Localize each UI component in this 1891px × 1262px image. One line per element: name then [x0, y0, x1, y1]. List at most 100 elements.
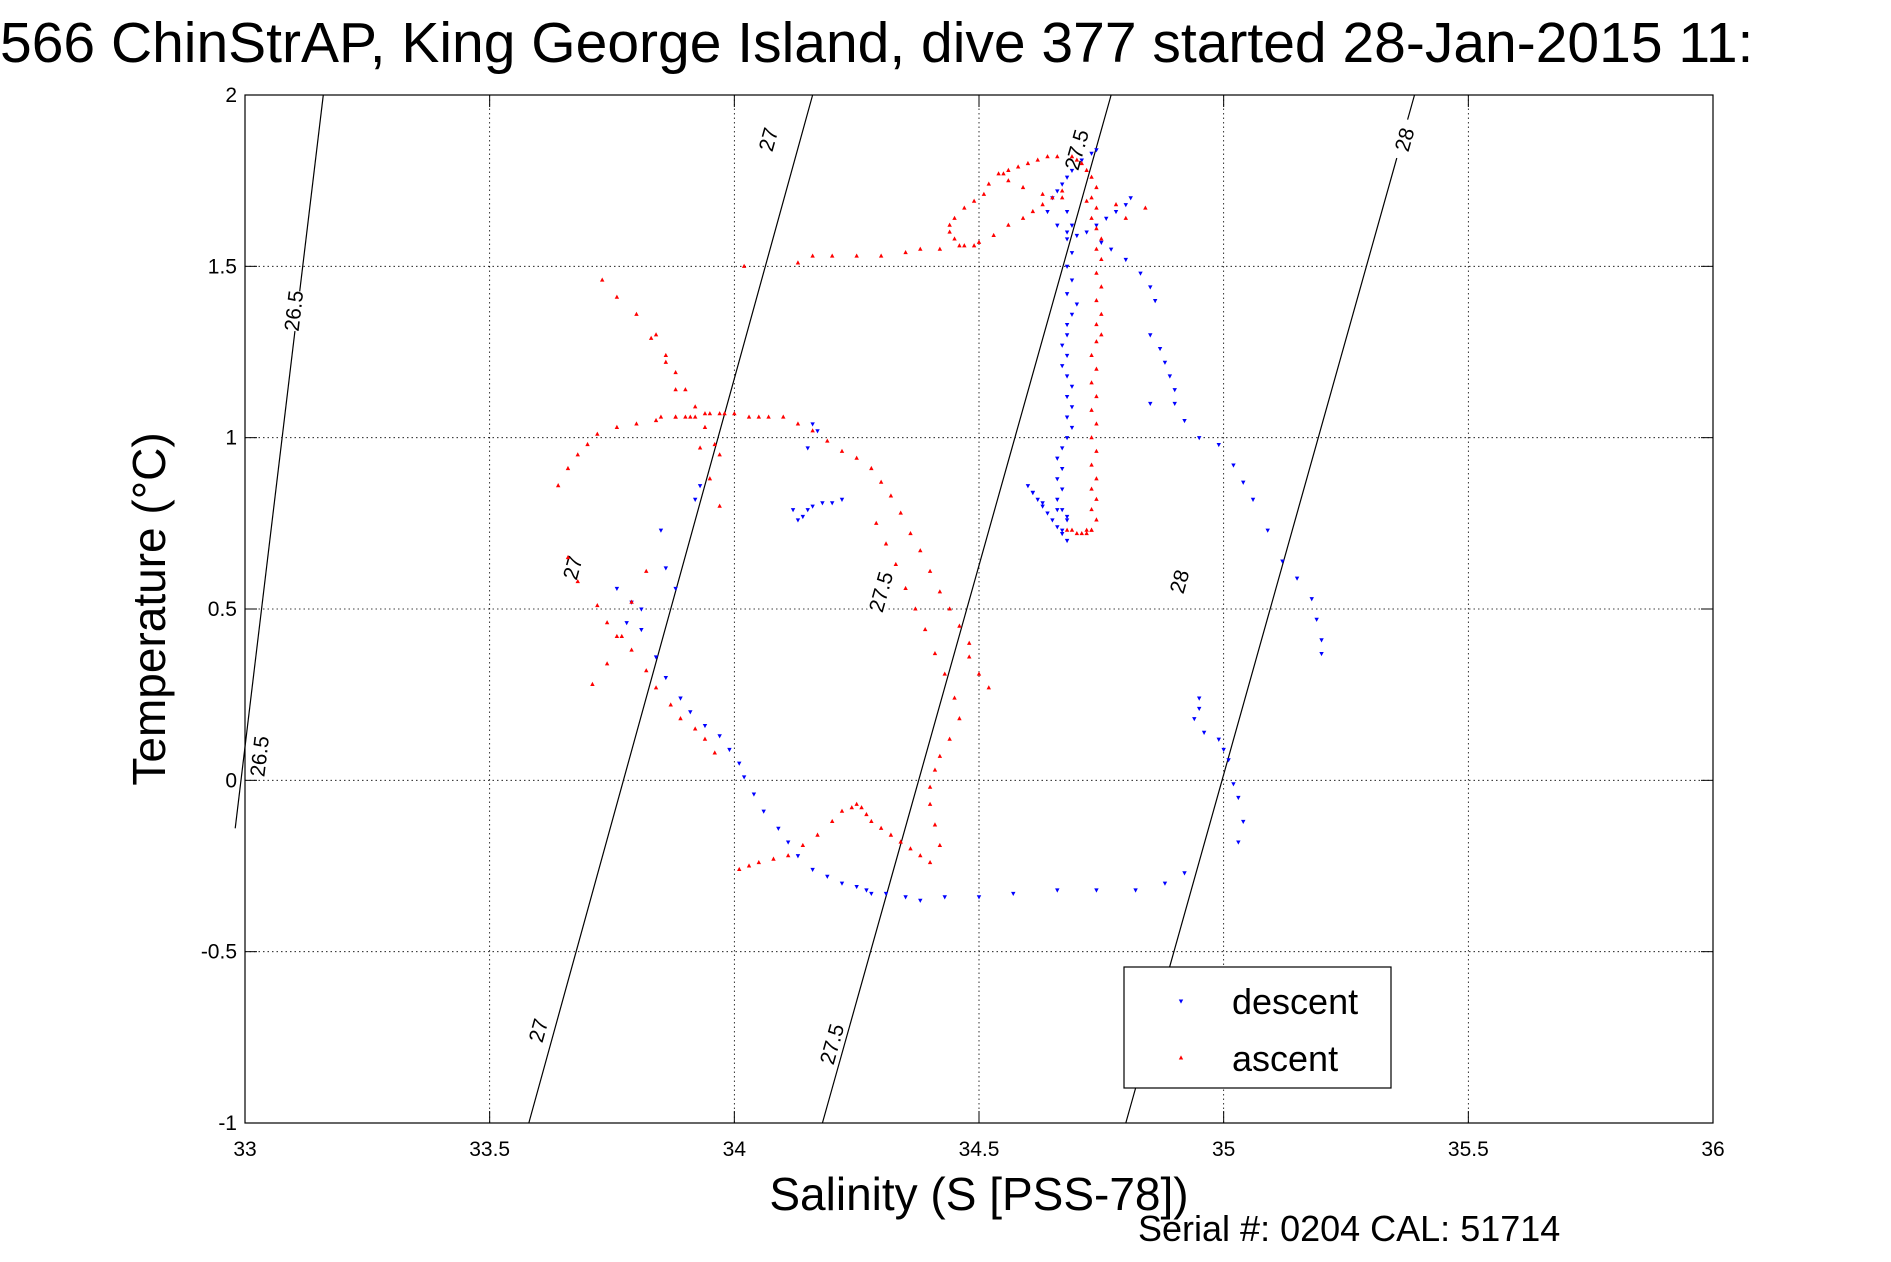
isopycnal-label-bg: [752, 117, 785, 162]
ascent-point: [1089, 507, 1094, 512]
isopycnal-label-bg: [246, 735, 273, 778]
descent-point: [810, 867, 815, 873]
ascent-point: [604, 661, 610, 666]
descent-point: [1055, 888, 1060, 893]
ascent-point: [653, 332, 659, 337]
ascent-point: [663, 352, 669, 357]
ascent-point: [653, 685, 659, 690]
ascent-point: [785, 853, 791, 858]
ascent-point: [869, 818, 874, 824]
ascent-point: [1099, 311, 1104, 316]
ascent-point: [1099, 284, 1104, 289]
descent-point: [883, 891, 889, 897]
x-tick-label: 35.5: [1448, 1138, 1489, 1161]
isopycnal-label-bg: [1388, 117, 1421, 162]
descent-point: [1079, 158, 1084, 163]
ascent-point: [1089, 195, 1094, 200]
descent-point: [1157, 347, 1163, 352]
ascent-point: [1089, 215, 1094, 220]
descent-point: [864, 888, 869, 893]
descent-point: [1069, 278, 1075, 283]
ascent-point: [810, 428, 815, 433]
descent-point: [1040, 504, 1045, 509]
ascent-point: [1094, 270, 1099, 275]
descent-point: [815, 429, 820, 434]
ascent-point: [932, 650, 938, 656]
descent-point: [1265, 528, 1270, 533]
ascent-point: [717, 452, 722, 457]
x-tick-label: 36: [1701, 1138, 1724, 1161]
descent-point: [1069, 251, 1075, 256]
y-tick-label: 0.5: [208, 598, 237, 621]
ascent-point: [702, 411, 708, 416]
ascent-point: [1099, 256, 1104, 262]
descent-point: [1138, 271, 1143, 276]
ascent-point: [937, 246, 943, 251]
ascent-point: [957, 243, 962, 248]
ascent-point: [1089, 407, 1094, 412]
descent-point: [737, 761, 742, 766]
descent-point: [1172, 388, 1177, 393]
ascent-point: [967, 640, 972, 645]
descent-point: [839, 497, 845, 502]
descent-point: [1035, 497, 1040, 502]
descent-point: [903, 895, 908, 900]
descent-point: [1250, 497, 1256, 502]
ascent-point: [1055, 154, 1060, 159]
ascent-point: [795, 421, 801, 426]
ascent-point: [692, 726, 698, 731]
descent-point: [1094, 223, 1099, 228]
x-tick-label: 34: [723, 1138, 747, 1161]
isopycnal-label-bg: [1163, 559, 1196, 604]
descent-point: [1133, 888, 1138, 893]
ascent-point: [937, 753, 943, 758]
ascent-point: [1094, 184, 1099, 190]
ascent-point: [795, 260, 801, 265]
descent-point: [614, 586, 620, 592]
ascent-point: [555, 483, 561, 488]
ascent-point: [825, 438, 830, 443]
ascent-point: [918, 853, 923, 858]
legend-box: [1123, 966, 1392, 1089]
ascent-point: [932, 767, 938, 772]
ascent-point: [1089, 380, 1094, 385]
descent-point: [678, 696, 683, 701]
descent-point: [1059, 532, 1065, 537]
descent-point: [1148, 285, 1153, 290]
ascent-point: [1094, 226, 1099, 231]
descent-point: [1064, 230, 1070, 235]
ascent-legend-marker: [1178, 1055, 1184, 1060]
ascent-point: [692, 404, 698, 409]
isopycnal-line: [821, 94, 1112, 1124]
descent-point: [1064, 292, 1070, 297]
descent-point: [1216, 737, 1221, 742]
ascent-point: [1089, 352, 1094, 357]
ascent-point: [947, 222, 952, 227]
ascent-point: [737, 866, 742, 871]
descent-point: [1241, 480, 1246, 485]
ascent-point: [976, 239, 982, 244]
ascent-point: [732, 411, 737, 416]
y-gridlines: [245, 265, 1713, 953]
ascent-point: [746, 414, 752, 419]
descent-point: [1069, 425, 1075, 430]
ascent-point: [653, 417, 659, 423]
descent-point: [639, 628, 644, 633]
ascent-point: [1084, 198, 1089, 203]
descent-point: [810, 422, 815, 427]
ascent-point: [991, 232, 996, 238]
ascent-point: [869, 465, 874, 471]
ascent-point: [1006, 178, 1011, 183]
ascent-point: [800, 842, 806, 847]
ascent-legend-label: ascent: [1232, 1038, 1338, 1079]
y-tick-label: 2: [225, 84, 237, 107]
descent-point: [1148, 401, 1153, 406]
ascent-point: [1030, 208, 1036, 214]
x-axis-label: Salinity (S [PSS-78]): [769, 1168, 1188, 1220]
ascent-point: [864, 812, 869, 817]
ascent-point: [878, 253, 884, 258]
descent-point: [1059, 364, 1065, 369]
ascent-point: [1064, 527, 1070, 532]
ascent-point: [1094, 517, 1099, 522]
